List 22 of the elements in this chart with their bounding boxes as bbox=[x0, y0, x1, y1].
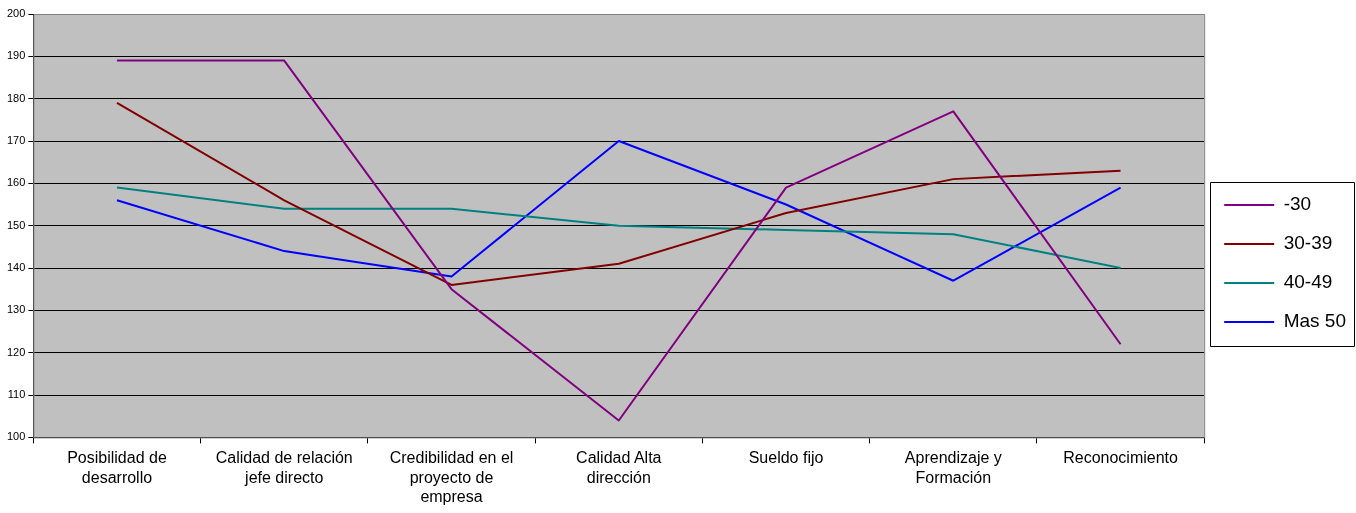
x-tick-label: Calidad Alta dirección bbox=[576, 449, 662, 486]
x-tick-label: Credibilidad en el proyecto de empresa bbox=[389, 449, 514, 505]
y-tick-label: 100 bbox=[6, 430, 26, 443]
legend-label: -30 bbox=[1283, 193, 1312, 215]
x-tick-label: Calidad de relación jefe directo bbox=[215, 449, 353, 486]
y-tick-label: 200 bbox=[6, 7, 26, 20]
y-tick-label: 140 bbox=[6, 261, 26, 274]
x-tick-label: Aprendizaje y Formación bbox=[904, 449, 1002, 486]
legend-label: Mas 50 bbox=[1283, 310, 1347, 332]
legend-label: 30-39 bbox=[1283, 232, 1333, 254]
y-tick-label: 130 bbox=[6, 303, 26, 316]
y-tick-label: 190 bbox=[6, 49, 26, 62]
y-tick-label: 180 bbox=[6, 91, 26, 104]
x-tick-label: Reconocimiento bbox=[1063, 449, 1179, 467]
y-tick-label: 150 bbox=[6, 218, 26, 231]
y-tick-label: 110 bbox=[7, 388, 26, 401]
x-tick-label: Sueldo fijo bbox=[748, 449, 824, 467]
y-tick-label: 170 bbox=[6, 134, 26, 147]
legend-label: 40-49 bbox=[1283, 271, 1333, 293]
y-tick-label: 120 bbox=[6, 345, 26, 358]
y-tick-label: 160 bbox=[6, 176, 26, 189]
x-tick-label: Posibilidad de desarrollo bbox=[67, 449, 167, 486]
